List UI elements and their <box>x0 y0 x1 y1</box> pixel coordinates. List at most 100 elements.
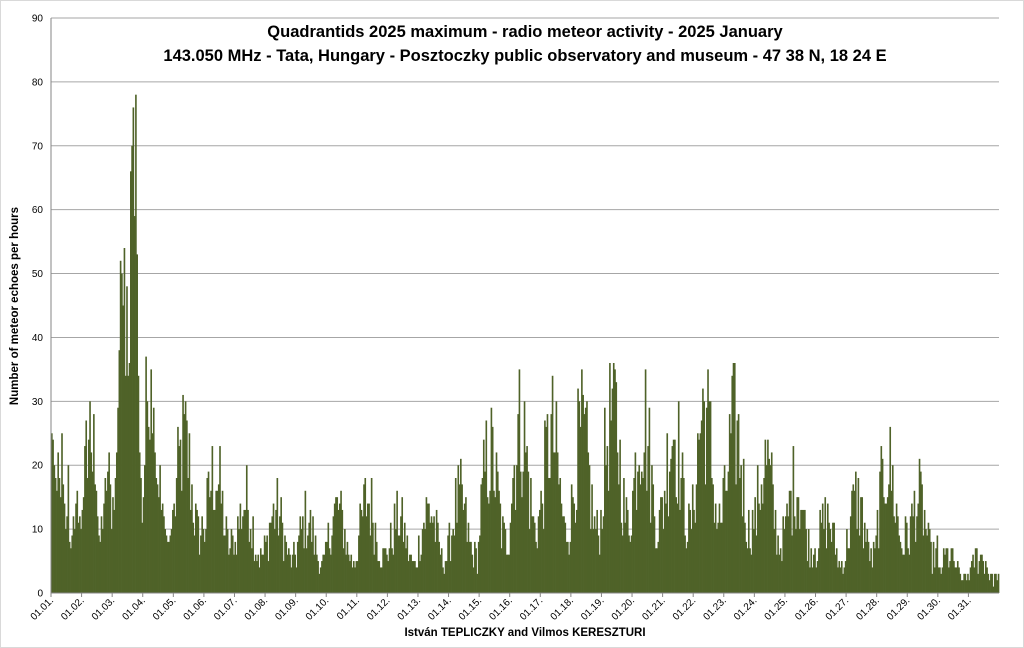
bar-hour-56 <box>122 305 124 593</box>
bar-hour-143 <box>233 554 235 593</box>
bar-hour-347 <box>493 490 495 593</box>
bar-hour-739 <box>992 586 995 593</box>
bar-hour-519 <box>712 484 714 593</box>
bar-hour-115 <box>197 516 200 593</box>
bar-hour-412 <box>575 509 578 593</box>
bar-hour-513 <box>704 484 707 593</box>
bar-hour-116 <box>198 554 201 593</box>
bar-hour-438 <box>609 363 611 593</box>
bar-hour-124 <box>209 497 211 593</box>
bar-hour-485 <box>668 471 671 593</box>
bar-hour-252 <box>372 522 374 593</box>
bar-hour-524 <box>718 503 721 593</box>
bar-hour-613 <box>832 522 834 593</box>
bar-hour-691 <box>931 573 934 593</box>
x-tick-label: 01.07. <box>212 595 239 622</box>
bar-hour-451 <box>625 497 628 593</box>
bar-hour-118 <box>201 516 203 593</box>
bar-hour-695 <box>936 535 939 593</box>
bar-hour-609 <box>826 503 829 593</box>
bar-hour-687 <box>926 535 928 593</box>
bar-hour-527 <box>722 478 725 593</box>
bar-hour-410 <box>573 503 576 593</box>
bar-hour-738 <box>991 573 993 593</box>
bar-hour-496 <box>683 478 685 593</box>
bar-hour-279 <box>406 535 409 593</box>
bar-hour-534 <box>731 375 734 593</box>
bar-hour-337 <box>480 484 483 593</box>
bar-hour-710 <box>955 567 958 593</box>
bar-hour-69 <box>138 452 141 593</box>
bar-hour-621 <box>842 573 844 593</box>
bar-hour-94 <box>170 529 173 593</box>
bar-hour-714 <box>960 580 963 593</box>
x-tick-label: 01.04. <box>120 595 147 622</box>
bar-hour-730 <box>981 554 983 593</box>
bar-hour-222 <box>333 503 336 593</box>
bar-hour-660 <box>891 465 894 593</box>
bar-hour-657 <box>888 484 890 593</box>
bar-hour-603 <box>819 509 821 593</box>
bar-hour-260 <box>382 548 384 593</box>
bar-hour-88 <box>163 516 165 593</box>
bar-hour-107 <box>187 478 189 593</box>
bar-hour-319 <box>457 465 460 593</box>
bar-hour-95 <box>172 509 174 593</box>
bar-hour-518 <box>711 478 713 593</box>
x-tick-label: 01.12. <box>365 595 392 622</box>
bar-hour-240 <box>356 561 359 593</box>
bar-hour-664 <box>897 516 899 593</box>
bar-hour-273 <box>398 535 401 593</box>
bar-hour-293 <box>424 529 426 593</box>
bar-hour-238 <box>354 567 356 593</box>
bar-hour-743 <box>997 573 1000 593</box>
bar-hour-197 <box>302 516 304 593</box>
bar-hour-501 <box>689 509 691 593</box>
bar-hour-511 <box>702 388 704 593</box>
bar-hour-564 <box>769 465 772 593</box>
bar-hour-209 <box>317 561 319 593</box>
bar-hour-179 <box>279 516 281 593</box>
bar-hour-162 <box>257 554 260 593</box>
bar-hour-10 <box>63 503 66 593</box>
bar-hour-737 <box>990 573 992 593</box>
bar-hour-245 <box>363 484 365 593</box>
bar-hour-25 <box>82 497 85 593</box>
bar-hour-183 <box>284 535 286 593</box>
bar-hour-132 <box>219 446 221 593</box>
bar-hour-322 <box>461 484 463 593</box>
bar-hour-169 <box>266 535 268 593</box>
y-tick-label: 70 <box>32 141 44 152</box>
bar-hour-694 <box>935 548 937 593</box>
x-tick-label: 01.05. <box>151 595 178 622</box>
bar-hour-93 <box>169 535 172 593</box>
bar-hour-617 <box>837 567 839 593</box>
bar-hour-461 <box>638 465 641 593</box>
bar-hour-282 <box>410 554 412 593</box>
bar-hour-459 <box>635 509 638 593</box>
bar-hour-89 <box>164 529 167 593</box>
bar-hour-642 <box>869 561 871 593</box>
bar-hour-468 <box>647 446 649 593</box>
bar-hour-618 <box>838 561 841 593</box>
y-tick-label: 10 <box>32 525 44 536</box>
bar-hour-530 <box>726 490 728 593</box>
bar-hour-46 <box>109 484 112 593</box>
bar-hour-688 <box>927 522 930 593</box>
bar-hour-445 <box>618 484 620 593</box>
bar-hour-541 <box>740 465 742 593</box>
bar-hour-619 <box>839 567 842 593</box>
bar-hour-454 <box>629 541 632 593</box>
bar-hour-208 <box>316 554 318 593</box>
bar-hour-86 <box>160 509 163 593</box>
bar-hour-320 <box>458 484 461 593</box>
bar-hour-275 <box>401 497 404 593</box>
bar-hour-269 <box>393 503 396 593</box>
bar-hour-484 <box>667 516 670 593</box>
y-tick-label: 50 <box>32 269 44 280</box>
bar-hour-550 <box>751 509 754 593</box>
bar-hour-623 <box>844 561 847 593</box>
bar-hour-596 <box>810 548 813 593</box>
bar-hour-37 <box>98 535 100 593</box>
bar-hour-77 <box>149 439 151 593</box>
